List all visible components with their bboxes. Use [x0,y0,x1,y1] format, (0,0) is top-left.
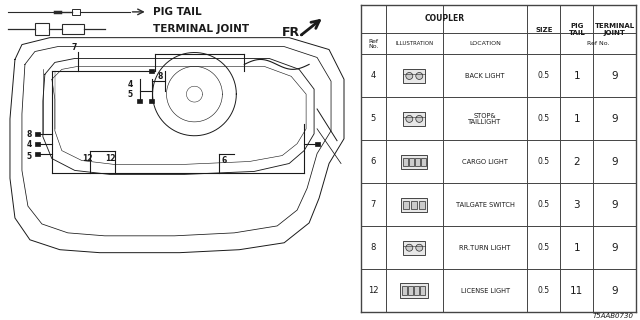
Text: LOCATION: LOCATION [469,41,501,46]
Text: CARGO LIGHT: CARGO LIGHT [462,159,508,165]
Text: ILLUSTRATION: ILLUSTRATION [395,41,433,46]
Bar [402,286,407,295]
Bar [403,69,425,83]
Text: 9: 9 [611,71,618,81]
Text: 4: 4 [371,71,376,80]
Bar [35,132,40,136]
Text: 0.5: 0.5 [538,115,550,124]
Text: 1: 1 [573,243,580,253]
Text: BACK LIGHT: BACK LIGHT [465,73,505,79]
Text: 8: 8 [27,130,32,139]
Text: 5: 5 [27,152,32,161]
Circle shape [406,73,413,79]
Bar [414,286,419,295]
Text: 6: 6 [371,157,376,166]
Text: T5AAB0730: T5AAB0730 [593,313,634,319]
Text: 7: 7 [371,200,376,209]
Bar [361,5,636,312]
Text: 4: 4 [127,80,133,89]
Text: 9: 9 [611,157,618,167]
Text: 12: 12 [82,154,92,163]
Bar [415,158,420,166]
Bar [35,23,49,35]
Text: PIG
TAIL: PIG TAIL [568,23,585,36]
Text: 1: 1 [573,71,580,81]
Bar [315,142,319,146]
Text: 4: 4 [27,140,32,149]
Bar [420,286,425,295]
Text: 12: 12 [105,154,115,163]
Text: TERMINAL JOINT: TERMINAL JOINT [152,24,249,34]
Text: TERMINAL
JOINT: TERMINAL JOINT [595,23,635,36]
Text: 1: 1 [573,114,580,124]
Text: 9: 9 [611,114,618,124]
Bar [149,99,154,103]
Text: STOP&
TAILLIGHT: STOP& TAILLIGHT [468,113,502,125]
Bar [401,198,428,212]
Text: Ref No.: Ref No. [587,41,609,46]
Text: 3: 3 [573,200,580,210]
Text: FR.: FR. [282,26,305,39]
Bar [149,69,154,73]
Text: TAILGATE SWITCH: TAILGATE SWITCH [456,202,515,208]
Text: 0.5: 0.5 [538,243,550,252]
FancyArrowPatch shape [301,20,319,35]
Bar [401,283,428,298]
Text: PIG TAIL: PIG TAIL [152,7,201,17]
Bar [412,201,417,209]
Text: 0.5: 0.5 [538,157,550,166]
Bar [403,201,410,209]
Bar [403,241,425,255]
Bar [62,24,84,34]
Text: LICENSE LIGHT: LICENSE LIGHT [461,288,509,294]
Text: 6: 6 [221,156,227,165]
Circle shape [406,244,413,251]
Bar [403,158,408,166]
Bar [419,201,425,209]
Text: 0.5: 0.5 [538,200,550,209]
Bar [409,158,414,166]
Bar [35,152,40,156]
Text: 7: 7 [72,43,77,52]
Text: 0.5: 0.5 [538,286,550,295]
Text: 11: 11 [570,286,584,296]
Text: 8: 8 [371,243,376,252]
Bar [403,112,425,126]
Bar [420,158,426,166]
Text: 9: 9 [611,200,618,210]
Text: COUPLER: COUPLER [424,14,464,23]
Circle shape [416,244,423,251]
Circle shape [416,73,423,79]
Text: SIZE: SIZE [535,27,553,33]
Bar [137,99,142,103]
Bar [408,286,413,295]
Text: 12: 12 [368,286,379,295]
Text: 9: 9 [611,243,618,253]
Bar [401,155,428,169]
Text: Ref
No.: Ref No. [368,39,379,49]
Text: RR.TURN LIGHT: RR.TURN LIGHT [460,245,511,251]
Bar [72,9,80,15]
Text: 2: 2 [573,157,580,167]
Bar [35,142,40,146]
Text: 0.5: 0.5 [538,71,550,80]
Text: 5: 5 [371,115,376,124]
Circle shape [416,116,423,122]
Text: 9: 9 [611,286,618,296]
Text: 5: 5 [127,90,132,99]
Circle shape [406,116,413,122]
Text: 8: 8 [157,72,163,81]
